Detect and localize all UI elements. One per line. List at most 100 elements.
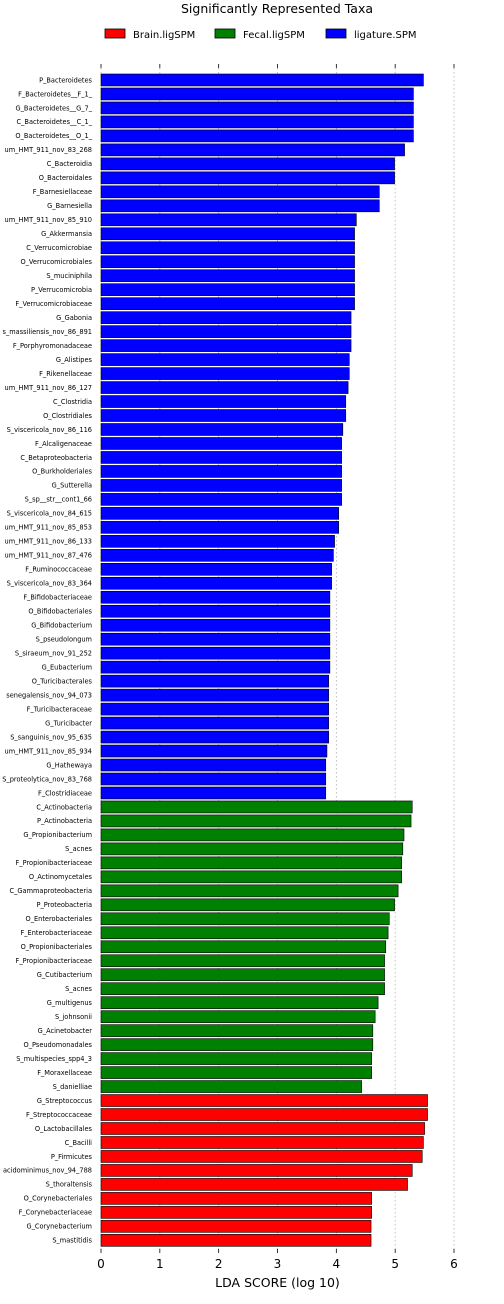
bar: [100, 185, 380, 199]
x-tick-label: 1: [156, 1257, 164, 1271]
bar: [100, 451, 342, 464]
y-tick-label: S_multispecies_spp4_3: [16, 1055, 92, 1063]
bar: [100, 143, 405, 157]
bar: [100, 562, 332, 576]
y-tick-label: G_Alistipes: [56, 356, 93, 364]
bar: [100, 968, 385, 982]
bar: [100, 227, 355, 241]
y-tick-label: O_Enterobacteriales: [26, 915, 93, 923]
y-tick-label: F_Barnesiellaceae: [33, 188, 92, 196]
y-tick-label: F_Propionibacteriaceae: [16, 859, 92, 867]
bar: [100, 856, 402, 870]
bar: [100, 325, 352, 338]
bar: [100, 115, 414, 129]
bar: [100, 367, 350, 380]
bar: [100, 409, 347, 422]
y-tick-label: F_Rikenellaceae: [39, 370, 92, 378]
bar: [100, 1150, 423, 1163]
y-tick-label: S_siraeum_nov_91_252: [15, 649, 92, 657]
y-tick-label: O_Bacteroidetes__O_1_: [15, 132, 92, 140]
bar: [100, 800, 413, 814]
y-tick-label: C_Bacteroidia: [47, 160, 92, 168]
y-tick-label: S_proteolytica_nov_83_768: [2, 775, 92, 783]
y-tick-label: F_Verrucomicrobiaceae: [15, 300, 92, 308]
y-tick-label: G_Corynebacterium: [26, 1223, 92, 1231]
bar: [100, 744, 328, 758]
bar: [100, 241, 355, 255]
bar: [100, 618, 331, 632]
y-tick-label: senegalensis_nov_94_073: [6, 691, 92, 699]
y-tick-label: S_mastitidis: [52, 1237, 92, 1245]
y-tick-label: um_HMT_911_nov_85_934: [5, 747, 92, 755]
bar: [100, 814, 412, 828]
legend-swatch-brain: [104, 28, 126, 39]
bar: [100, 632, 331, 646]
x-tick-label: 4: [333, 1257, 341, 1271]
bar: [100, 576, 332, 590]
bar: [100, 1052, 372, 1065]
x-tick-label: 6: [450, 1257, 458, 1271]
bar: [100, 898, 395, 912]
bar: [100, 772, 327, 786]
y-tick-label: G_Turicibacter: [45, 719, 92, 727]
y-tick-label: O_Bacteroidales: [39, 174, 93, 182]
y-tick-label: C_Bacilli: [65, 1139, 93, 1147]
legend-item-brain: Brain.ligSPM: [104, 28, 195, 41]
y-tick-label: S_muciniphila: [46, 272, 92, 280]
bar: [100, 786, 327, 800]
y-tick-label: F_Streptococcaceae: [26, 1111, 92, 1119]
x-tick-label: 3: [274, 1257, 282, 1271]
bar: [100, 674, 329, 688]
y-tick-label: C_Verrucomicrobiae: [26, 244, 92, 252]
y-tick-label: G_Gabonia: [56, 314, 92, 322]
y-tick-label: O_Verrucomicrobiales: [20, 258, 92, 266]
bar: [100, 1206, 372, 1219]
y-tick-label: G_Bacteroidetes__G_7_: [16, 104, 93, 112]
bar: [100, 255, 355, 269]
bar: [100, 954, 385, 968]
bar: [100, 199, 380, 213]
legend-swatch-ligature: [325, 28, 347, 39]
bar: [100, 269, 355, 283]
bar: [100, 493, 342, 506]
bar: [100, 213, 357, 227]
bar: [100, 1234, 372, 1247]
y-tick-label: G_Hathewaya: [46, 761, 92, 769]
bar: [100, 702, 329, 716]
y-tick-label: G_Acinetobacter: [38, 1027, 93, 1035]
bar: [100, 437, 342, 450]
y-tick-label: S_johnsonii: [55, 1013, 92, 1021]
bar: [100, 870, 402, 884]
bar: [100, 171, 395, 185]
bar: [100, 828, 405, 842]
bar: [100, 646, 331, 660]
bar: [100, 353, 350, 366]
y-tick-label: F_Enterobacteriaceae: [20, 929, 92, 937]
bar: [100, 730, 329, 744]
bar: [100, 157, 395, 171]
y-tick-label: um_HMT_911_nov_86_133: [5, 538, 92, 546]
y-tick-label: S_sp__str__cont1_66: [25, 496, 92, 504]
y-tick-label: G_Propionibacterium: [23, 831, 92, 839]
bar: [100, 73, 424, 87]
bar: [100, 842, 404, 856]
legend-swatch-fecal: [214, 28, 236, 39]
y-tick-label: F_Moraxellaceae: [37, 1069, 92, 1077]
bar: [100, 884, 399, 898]
y-tick-label: um_HMT_911_nov_83_268: [5, 146, 92, 154]
y-tick-label: O_Bifidobacteriales: [28, 608, 92, 616]
y-tick-label: G_Cutibacterium: [37, 971, 92, 979]
y-tick-label: P_Proteobacteria: [37, 901, 93, 909]
y-tick-label: C_Bacteroidetes__C_1_: [17, 118, 93, 126]
y-tick-label: P_Firmicutes: [51, 1153, 93, 1161]
bar: [100, 1192, 372, 1205]
bar: [100, 1220, 372, 1233]
x-ticks: 0 1 2 3 4 5 6: [97, 64, 458, 1271]
y-tick-label: O_Burkholderiales: [32, 468, 92, 476]
bar: [100, 1122, 425, 1135]
bar: [100, 311, 352, 324]
bar: [100, 521, 339, 534]
y-tick-label: S_thoraltensis: [46, 1181, 93, 1189]
bar: [100, 940, 387, 954]
